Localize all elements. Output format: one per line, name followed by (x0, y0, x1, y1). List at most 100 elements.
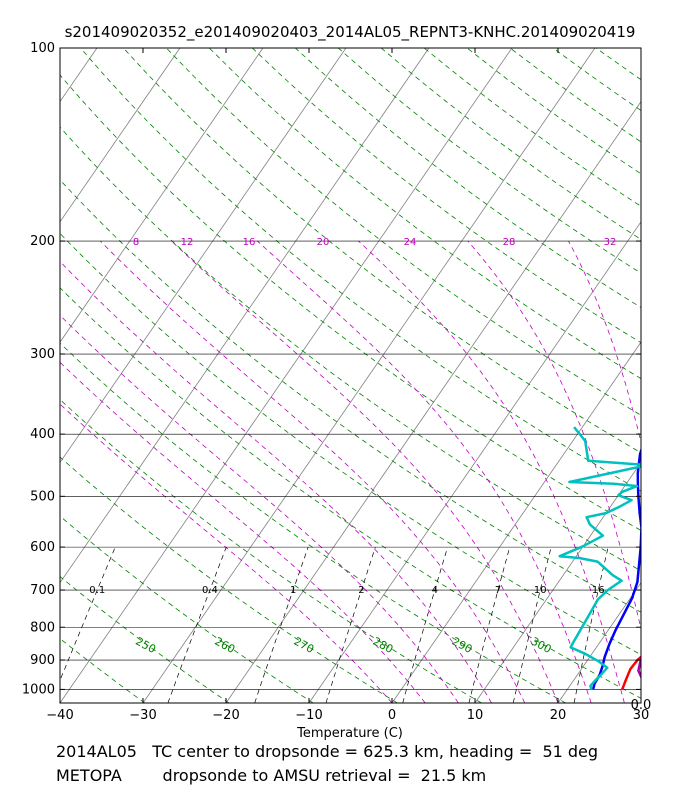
moist-adiabat-line (358, 240, 625, 703)
dry-adiabat-line (60, 456, 398, 703)
mixing-ratio-label: 10 (534, 585, 547, 596)
dry-adiabat-label: 290 (450, 635, 475, 656)
chart-title: s201409020352_e201409020403_2014AL05_REP… (65, 23, 636, 42)
dry-adiabat-line (60, 701, 61, 703)
y-tick-label: 300 (30, 347, 55, 362)
mixing-ratio-line (254, 546, 309, 703)
isotherm-line (60, 48, 98, 103)
dry-adiabat-line (423, 48, 641, 207)
x-tick-label: −20 (212, 708, 239, 723)
x-tick-label: 30 (633, 708, 650, 723)
dry-adiabat-label: 260 (212, 635, 237, 656)
moist-adiabat-line (257, 240, 592, 703)
y-tick-label: 100 (30, 41, 55, 56)
mixing-ratio-label: 7 (495, 585, 501, 596)
mixing-ratio-line (325, 546, 376, 703)
x-tick-label: −10 (295, 708, 322, 723)
y-axis: 100 200 300 400 500 600 700 800 900 1000 (22, 41, 641, 697)
mixing-ratio-label: 0.1 (89, 585, 105, 596)
dry-adiabat-line (80, 48, 641, 492)
data-series (558, 426, 641, 690)
dry-adiabat-line (509, 48, 641, 143)
dry-adiabat-label: 300 (529, 635, 554, 656)
y-tick-label: 500 (30, 489, 55, 504)
dry-adiabat-line (60, 398, 482, 703)
dry-adiabat-label: 270 (292, 635, 317, 656)
moist-adiabat-line (60, 314, 459, 703)
mixing-ratio-label: 1 (290, 585, 296, 596)
mixing-ratio-line (468, 547, 511, 703)
y-tick-label: 200 (30, 234, 55, 249)
dewpoint-line (591, 447, 641, 690)
isotherm-line (474, 461, 641, 703)
isotherm-line (142, 48, 596, 703)
dry-adiabat-line (380, 48, 641, 240)
moist-adiabat-line (60, 260, 492, 703)
dry-adiabat-line (60, 287, 641, 699)
moist-adiabat-label: 24 (404, 237, 417, 248)
dry-adiabat-line (60, 342, 566, 703)
mixing-ratio-label: 0.4 (202, 585, 218, 596)
y-tick-label: 400 (30, 427, 55, 442)
dry-adiabat-label: 250 (133, 635, 158, 656)
isotherm-line (60, 48, 264, 343)
moist-adiabat-label: 32 (604, 237, 617, 248)
moist-adiabat-line (100, 240, 526, 703)
moist-adiabat-line (60, 403, 393, 703)
x-tick-label: −40 (46, 708, 73, 723)
mixing-ratio-line (402, 546, 448, 703)
dry-adiabat-line (595, 48, 641, 81)
y-tick-label: 1000 (22, 682, 55, 697)
isotherm-line (60, 48, 347, 464)
isotherm-line (308, 221, 641, 703)
moist-adiabat-label: 12 (181, 237, 194, 248)
corner-label: 0.0 (631, 698, 652, 713)
dropsonde_dewpoint-line (558, 426, 641, 690)
isotherm-line (391, 341, 641, 703)
isotherm-line (60, 48, 181, 223)
dropsonde_temperature-line (637, 656, 641, 680)
mixing-ratio-line (167, 546, 227, 703)
isotherm-line (60, 48, 430, 584)
moist-adiabat-line (60, 361, 426, 703)
mixing-ratio-label: 4 (432, 585, 438, 596)
isotherm-line (60, 48, 513, 703)
dry-adiabat-line (466, 48, 641, 175)
dry-adiabat-line (60, 179, 641, 613)
y-tick-label: 700 (30, 583, 55, 598)
dry-adiabat-line (337, 48, 641, 274)
moist-adiabat-label: 8 (133, 237, 139, 248)
moist-adiabat-label: 16 (243, 237, 256, 248)
dry-adiabat-line (123, 48, 641, 454)
footer-line-1: 2014AL05 TC center to dropsonde = 625.3 … (56, 742, 599, 761)
dry-adiabat-line (60, 515, 314, 703)
moist-adiabat-line (568, 240, 641, 445)
x-tick-label: −30 (129, 708, 156, 723)
mixing-ratio-line (512, 547, 552, 703)
dry-adiabat-line (60, 232, 641, 656)
y-tick-label: 600 (30, 540, 55, 555)
mixing-ratio-line (60, 546, 116, 682)
dry-adiabat-line (209, 48, 641, 380)
mixing-ratio-label: 2 (358, 585, 364, 596)
x-tick-label: 20 (550, 708, 567, 723)
x-tick-label: 0 (388, 708, 396, 723)
isotherm-line (225, 100, 641, 703)
y-tick-label: 800 (30, 620, 55, 635)
moist-adiabat-label: 20 (317, 237, 330, 248)
x-tick-label: 10 (467, 708, 484, 723)
moist-adiabat-line (171, 240, 559, 703)
isotherm-line (0, 48, 14, 703)
dry-adiabat-line (60, 638, 146, 703)
dry-adiabat-line (295, 48, 641, 309)
dry-adiabat-line (166, 48, 641, 416)
footer-line-2: METOPA dropsonde to AMSU retrieval = 21.… (56, 766, 487, 785)
mixing-ratio-label: 16 (592, 585, 605, 596)
background-lines (0, 48, 641, 703)
y-tick-label: 900 (30, 653, 55, 668)
plot-frame (59, 47, 642, 704)
dry-adiabat-line (60, 576, 230, 703)
x-axis-label: Temperature (C) (296, 726, 403, 741)
